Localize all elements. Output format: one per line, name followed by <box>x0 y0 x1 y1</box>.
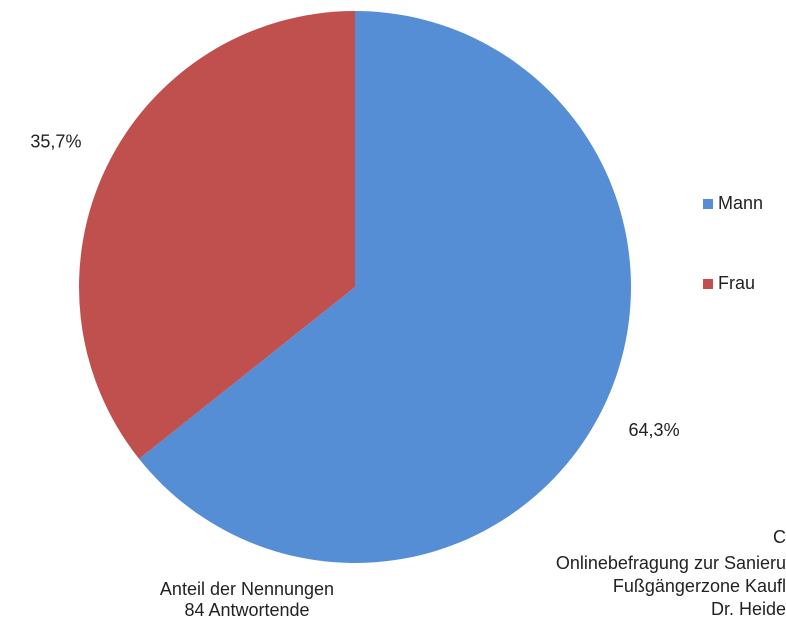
legend-label: Mann <box>718 193 763 213</box>
source-text: C <box>773 527 786 547</box>
annotation: Anteil der Nennungen <box>160 579 334 599</box>
legend-swatch <box>703 279 713 289</box>
source-text: Dr. Heide <box>711 599 786 619</box>
pie-slice <box>79 11 355 459</box>
source-text: Onlinebefragung zur Sanieru <box>556 553 786 573</box>
data-label: 64,3% <box>629 420 680 440</box>
annotation: 84 Antwortende <box>184 600 309 620</box>
pie-slice <box>139 11 632 563</box>
legend-label: Frau <box>718 273 755 293</box>
data-label: 35,7% <box>30 132 81 152</box>
legend-swatch <box>703 199 713 209</box>
source-text: Fußgängerzone Kaufl <box>613 576 786 596</box>
